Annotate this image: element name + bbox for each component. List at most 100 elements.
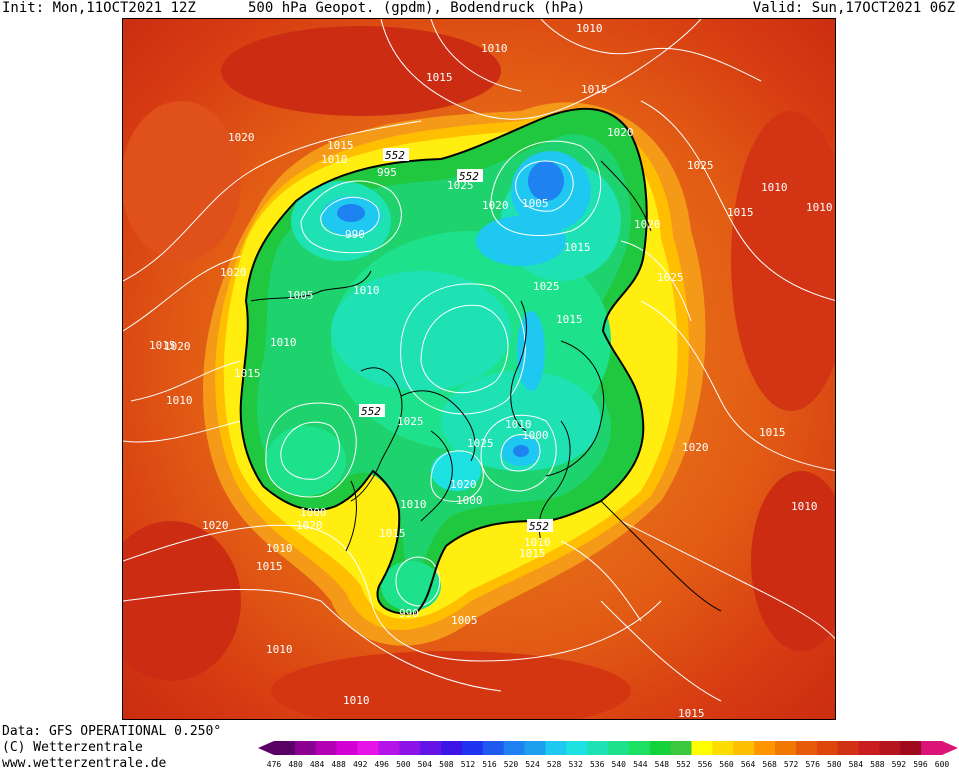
colorbar-tick-label: 500 (396, 760, 411, 769)
map-title: 500 hPa Geopot. (gpdm), Bodendruck (hPa) (248, 0, 586, 16)
isobar-labels: 1010 1015 1020 1010 1015 1020 1025 1015 … (149, 22, 833, 720)
svg-text:1010: 1010 (505, 418, 532, 431)
svg-text:552: 552 (529, 520, 549, 533)
colorbar-tick-label: 520 (504, 760, 519, 769)
svg-text:1020: 1020 (296, 519, 323, 532)
colorbar-tick-label: 496 (375, 760, 390, 769)
svg-text:1020: 1020 (220, 266, 247, 279)
colorbar-swatch (608, 741, 630, 755)
svg-text:1010: 1010 (524, 536, 551, 549)
svg-text:1015: 1015 (426, 71, 453, 84)
svg-text:1010: 1010 (343, 694, 370, 707)
svg-text:1010: 1010 (266, 643, 293, 656)
colorbar-swatch (503, 741, 525, 755)
svg-text:1025: 1025 (467, 437, 494, 450)
svg-text:552: 552 (385, 149, 405, 162)
svg-text:552: 552 (361, 405, 381, 418)
colorbar-tick-label: 504 (418, 760, 433, 769)
colorbar-tick-label: 580 (827, 760, 842, 769)
svg-text:1020: 1020 (634, 218, 661, 231)
colorbar-swatch (315, 741, 338, 755)
colorbar-swatch (628, 741, 651, 755)
svg-text:1000: 1000 (522, 429, 549, 442)
svg-text:1015: 1015 (759, 426, 786, 439)
colorbar-swatch (461, 741, 484, 755)
colorbar-swatch (566, 741, 588, 755)
colorbar-tick-label: 572 (784, 760, 799, 769)
svg-text:1010: 1010 (791, 500, 818, 513)
svg-text:995: 995 (377, 166, 397, 179)
colorbar-swatch (378, 741, 400, 755)
svg-text:1015: 1015 (379, 527, 406, 540)
svg-text:1015: 1015 (327, 139, 354, 152)
svg-text:1015: 1015 (727, 206, 754, 219)
svg-text:1000: 1000 (456, 494, 483, 507)
svg-text:1010: 1010 (353, 284, 380, 297)
colorbar-swatch (754, 741, 776, 755)
geopotential-shading (123, 19, 835, 719)
weather-map: 552 552 552 552 1010 1015 1020 1010 1015… (122, 18, 836, 720)
svg-text:1010: 1010 (400, 498, 427, 511)
svg-text:1020: 1020 (164, 340, 191, 353)
svg-text:1010: 1010 (266, 542, 293, 555)
colorbar-tick-label: 568 (762, 760, 777, 769)
svg-text:1025: 1025 (447, 179, 474, 192)
colorbar-swatch (545, 741, 567, 755)
svg-text:1010: 1010 (166, 394, 193, 407)
colorbar-tick-label: 476 (267, 760, 282, 769)
colorbar-swatch (294, 741, 317, 755)
svg-text:1025: 1025 (687, 159, 714, 172)
svg-text:1020: 1020 (228, 131, 255, 144)
svg-text:1015: 1015 (256, 560, 283, 573)
svg-text:1015: 1015 (564, 241, 591, 254)
colorbar-tick-label: 524 (525, 760, 540, 769)
colorbar-swatch (691, 741, 713, 755)
svg-text:1005: 1005 (522, 197, 549, 210)
colorbar-tick-label: 564 (741, 760, 756, 769)
svg-text:1020: 1020 (202, 519, 229, 532)
colorbar-swatch (900, 741, 922, 755)
colorbar-swatch (775, 741, 797, 755)
svg-text:1020: 1020 (450, 478, 477, 491)
colorbar-swatch (837, 741, 859, 755)
colorbar-tick-label: 544 (633, 760, 648, 769)
svg-text:990: 990 (399, 607, 419, 620)
colorbar-swatch (795, 741, 818, 755)
colorbar-tick-label: 556 (698, 760, 713, 769)
svg-text:1010: 1010 (761, 181, 788, 194)
contour-label-552: 552 552 552 552 (359, 148, 553, 533)
colorbar-arrow-high (942, 741, 958, 755)
svg-text:1025: 1025 (657, 271, 684, 284)
colorbar-arrow-low (258, 741, 274, 755)
svg-text:1005: 1005 (287, 289, 314, 302)
colorbar-tick-label: 548 (655, 760, 670, 769)
colorbar-tick-label: 516 (482, 760, 497, 769)
svg-text:1010: 1010 (481, 42, 508, 55)
colorbar-tick-label: 592 (892, 760, 907, 769)
colorbar-swatch (921, 741, 943, 755)
svg-text:1010: 1010 (576, 22, 603, 35)
colorbar-swatch (712, 741, 734, 755)
colorbar-swatch (649, 741, 672, 755)
colorbar-swatch (336, 741, 358, 755)
colorbar-swatch (587, 741, 609, 755)
color-scale-bar: 476 480 484 488 492 496 500 504 508 512 516 520 524 5… (258, 741, 958, 769)
colorbar-tick-label: 600 (935, 760, 950, 769)
colorbar-swatch (399, 741, 421, 755)
colorbar-tick-label: 536 (590, 760, 605, 769)
colorbar-swatch (670, 741, 692, 755)
colorbar-tick-label: 508 (439, 760, 454, 769)
colorbar-swatch (858, 741, 880, 755)
colorbar-swatch (274, 741, 296, 755)
svg-text:1005: 1005 (451, 614, 478, 627)
colorbar-tick-label: 480 (288, 760, 303, 769)
colorbar-swatch (816, 741, 839, 755)
colorbar-tick-label: 584 (849, 760, 864, 769)
svg-text:1020: 1020 (682, 441, 709, 454)
contour-552-line (239, 107, 648, 615)
colorbar-swatch (420, 741, 442, 755)
colorbar-tick-label: 484 (310, 760, 325, 769)
svg-text:552: 552 (459, 170, 479, 183)
svg-text:1015: 1015 (678, 707, 705, 720)
svg-text:1015: 1015 (519, 547, 546, 560)
